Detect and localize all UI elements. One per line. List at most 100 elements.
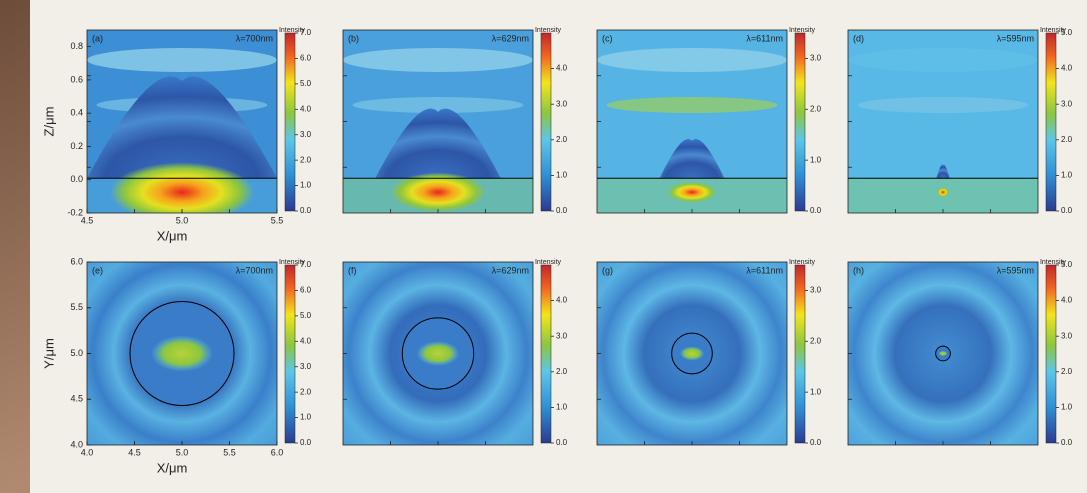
particle-outline: [935, 345, 951, 362]
colorbar-tick-label: 1.0: [810, 155, 822, 164]
colorbar: [540, 264, 552, 444]
hot-spot: [150, 335, 214, 372]
colorbar: [1045, 264, 1057, 444]
wavelength-label: λ=595nm: [997, 33, 1034, 43]
colorbar-tick-label: 5.0: [1061, 260, 1073, 269]
hot-spot: [667, 182, 717, 203]
hot-spot: [679, 346, 705, 361]
colorbar: [794, 32, 806, 212]
particle-outline: [129, 301, 235, 406]
y-tick-label: 0.2: [70, 141, 83, 151]
colorbar-tick-label: 7.0: [300, 28, 312, 37]
colorbar-tick-label: 0.0: [1061, 206, 1073, 215]
panel-label: (e): [92, 265, 103, 275]
wavelength-label: λ=595nm: [997, 265, 1034, 275]
y-tick-label: 6.0: [70, 256, 83, 266]
field: [597, 262, 787, 445]
colorbar-tick-label: 4.0: [300, 104, 312, 113]
colorbar-tick-label: 4.0: [300, 336, 312, 345]
colorbar-tick-label: 3.0: [1061, 331, 1073, 340]
hot-spot: [937, 187, 949, 198]
colorbar-tick-label: 2.0: [1061, 367, 1073, 376]
field: [343, 30, 533, 213]
colorbar-title: Intensity: [1040, 259, 1067, 266]
colorbar-tick-label: 0.0: [810, 438, 822, 447]
colorbar-title: Intensity: [789, 27, 816, 34]
field: [848, 30, 1038, 213]
x-tick-label: 4.5: [81, 215, 94, 225]
dome: [87, 76, 277, 179]
panel-label: (c): [602, 33, 613, 43]
wavelength-label: λ=700nm: [236, 265, 273, 275]
x-tick-label: 4.0: [81, 447, 94, 457]
colorbar: [284, 32, 296, 212]
colorbar-tick-label: 6.0: [300, 286, 312, 295]
colorbar-tick-label: 3.0: [810, 286, 822, 295]
y-tick-label: 5.0: [70, 348, 83, 358]
y-axis-label: Z/μm: [41, 107, 56, 137]
y-tick-label: 4.5: [70, 394, 83, 404]
hot-spot: [390, 172, 486, 213]
colorbar: [794, 264, 806, 444]
colorbar-tick-label: 3.0: [556, 99, 568, 108]
panels: (a) λ=700nm 4.5 5.0 5.5 -0.2 0.0 0.2 0.4 0.6 0.8 X/…: [41, 27, 1073, 476]
colorbar-tick-label: 1.0: [300, 413, 312, 422]
colorbar-tick-label: 0.0: [556, 438, 568, 447]
colorbar-tick-label: 3.0: [810, 54, 822, 63]
colorbar-title: Intensity: [535, 259, 562, 266]
x-tick-label: 6.0: [271, 447, 284, 457]
colorbar-tick-label: 4.0: [1061, 64, 1073, 73]
field-band: [343, 48, 533, 72]
field-band: [87, 48, 277, 72]
colorbar-tick-label: 2.0: [556, 135, 568, 144]
panel-label: (d): [853, 33, 864, 43]
colorbar-tick-label: 3.0: [300, 362, 312, 371]
colorbar-title: Intensity: [1040, 27, 1067, 34]
colorbar-tick-label: 0.0: [1061, 438, 1073, 447]
colorbar-tick-label: 1.0: [556, 403, 568, 412]
colorbar: [284, 264, 296, 444]
y-tick-label: 0.8: [70, 41, 83, 51]
field-band: [352, 97, 524, 113]
hot-spot: [938, 350, 948, 357]
y-tick-label: 0.4: [70, 108, 83, 118]
colorbar-tick-label: 7.0: [300, 260, 312, 269]
wavelength-label: λ=611nm: [746, 33, 783, 43]
colorbar-tick-label: 4.0: [1061, 296, 1073, 305]
colorbar-tick-label: 2.0: [556, 367, 568, 376]
colorbar-tick-label: 0.0: [556, 206, 568, 215]
particle-outline: [401, 317, 475, 390]
colorbar-tick-label: 1.0: [556, 171, 568, 180]
colorbar-title: Intensity: [279, 259, 306, 266]
x-tick-label: 5.5: [271, 215, 284, 225]
panel-label: (b): [348, 33, 359, 43]
colorbar-tick-label: 5.0: [300, 79, 312, 88]
x-tick-label: 5.5: [223, 447, 236, 457]
colorbar-tick-label: 1.0: [1061, 171, 1073, 180]
colorbar-tick-label: 0.0: [810, 206, 822, 215]
x-axis-label: X/μm: [157, 228, 188, 243]
colorbar-tick-label: 1.0: [300, 181, 312, 190]
colorbar: [1045, 32, 1057, 212]
field: [87, 262, 277, 445]
wavelength-label: λ=629nm: [492, 33, 529, 43]
panel-label: (g): [602, 265, 613, 275]
hot-spot: [109, 162, 255, 213]
field-band: [606, 97, 778, 113]
x-tick-label: 4.5: [128, 447, 141, 457]
x-tick-label: 5.0: [176, 447, 189, 457]
y-tick-label: 0.6: [70, 74, 83, 84]
panel-label: (f): [348, 265, 357, 275]
field: [848, 262, 1038, 445]
x-tick-label: 5.0: [176, 215, 189, 225]
colorbar-tick-label: 5.0: [1061, 28, 1073, 37]
colorbar-tick-label: 2.0: [810, 104, 822, 113]
wavelength-label: λ=611nm: [746, 265, 783, 275]
colorbar-title: Intensity: [535, 27, 562, 34]
colorbar-tick-label: 4.0: [556, 64, 568, 73]
panel-label: (a): [92, 33, 103, 43]
colorbar-tick-label: 1.0: [810, 387, 822, 396]
colorbar-tick-label: 0.0: [300, 438, 312, 447]
field: [597, 30, 787, 213]
y-tick-label: 0.0: [70, 174, 83, 184]
